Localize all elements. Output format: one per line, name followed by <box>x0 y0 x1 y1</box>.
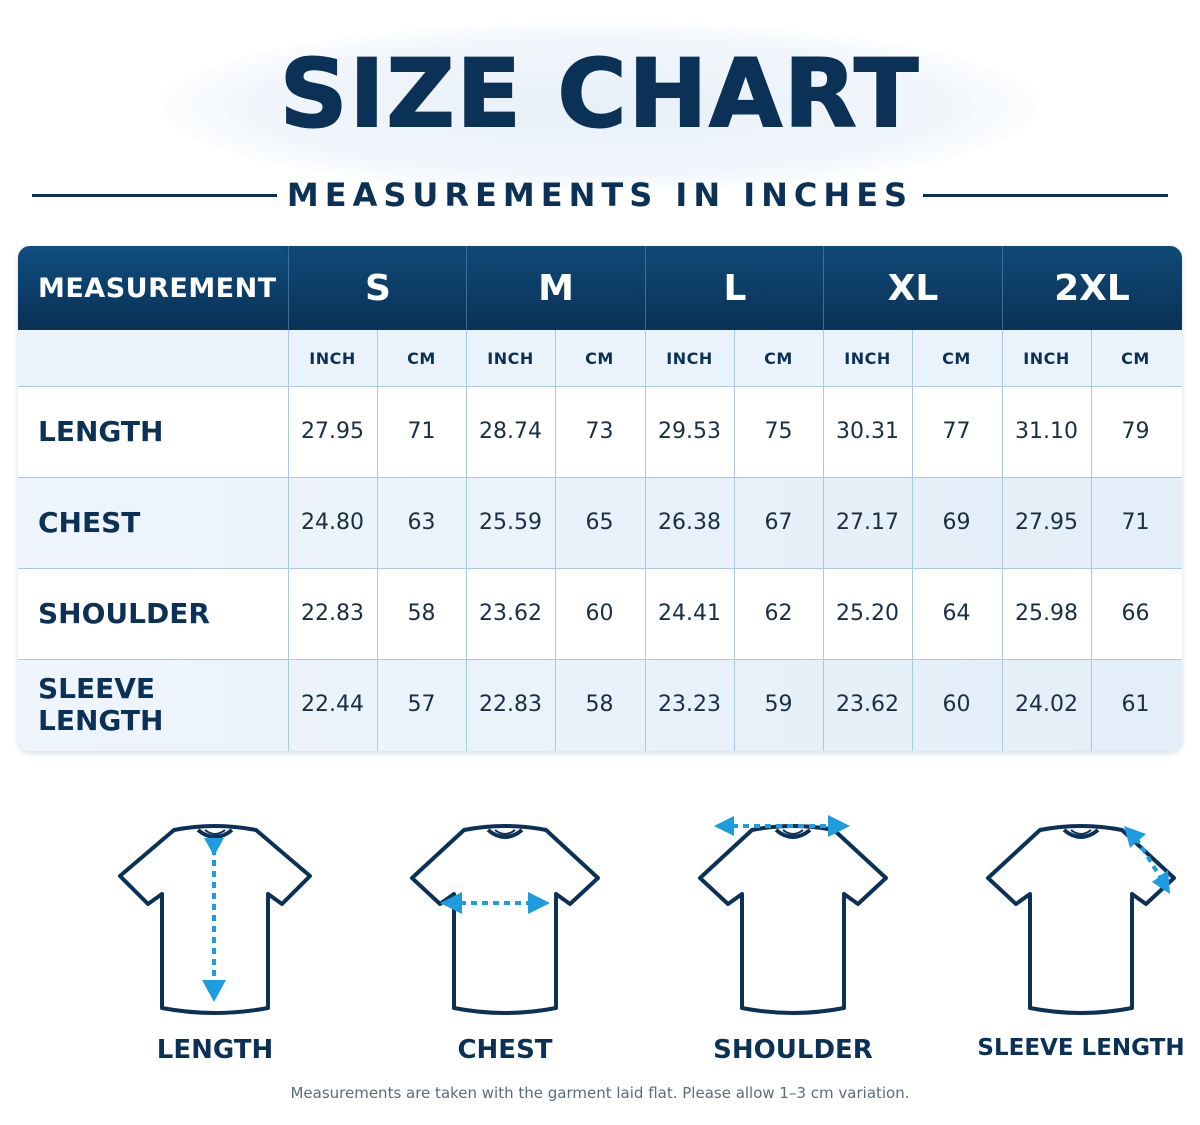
row-label: SLEEVE LENGTH <box>38 671 164 737</box>
unit-header-cm: CM <box>1121 348 1150 368</box>
grid-line <box>823 330 824 751</box>
grid-line <box>1002 330 1003 751</box>
table-cell: 28.74 <box>479 419 542 444</box>
grid-line <box>18 477 1182 478</box>
table-cell: 71 <box>1121 510 1150 535</box>
page-title: SIZE CHART <box>279 40 921 149</box>
row-label: CHEST <box>38 505 141 539</box>
table-cell: 23.23 <box>658 692 721 717</box>
footnote: Measurements are taken with the garment … <box>290 1084 910 1102</box>
subtitle-right-rule <box>923 193 1168 197</box>
table-cell: 25.20 <box>836 601 899 626</box>
table-cell: 24.80 <box>301 510 364 535</box>
table-row: SLEEVE LENGTH 22.44 57 22.83 58 23.23 59… <box>18 659 1182 751</box>
table-row: SHOULDER 22.83 58 23.62 60 24.41 62 25.2… <box>18 568 1182 659</box>
tshirt-sleeve-icon <box>956 808 1200 1018</box>
unit-header-cm: CM <box>407 348 436 368</box>
table-cell: 22.44 <box>301 692 364 717</box>
table-row: LENGTH 27.95 71 28.74 73 29.53 75 30.31 … <box>18 386 1182 477</box>
table-cell: 24.02 <box>1015 692 1078 717</box>
table-cell: 62 <box>764 601 793 626</box>
grid-line <box>288 330 289 751</box>
size-header-m: M <box>466 246 645 330</box>
grid-line <box>555 330 556 751</box>
table-cell: 27.95 <box>301 419 364 444</box>
table-row: CHEST 24.80 63 25.59 65 26.38 67 27.17 6… <box>18 477 1182 568</box>
table-cell: 60 <box>942 692 971 717</box>
size-header-l: L <box>645 246 824 330</box>
row-label: LENGTH <box>38 414 164 448</box>
table-cell: 30.31 <box>836 419 899 444</box>
table-cell: 22.83 <box>479 692 542 717</box>
unit-header-cm: CM <box>585 348 614 368</box>
subtitle-row: MEASUREMENTS IN INCHES <box>32 173 1168 217</box>
table-cell: 58 <box>407 601 436 626</box>
diagram-label-sleeve-length: SLEEVE LENGTH <box>977 1035 1185 1061</box>
grid-line <box>912 330 913 751</box>
subtitle-left-rule <box>32 193 277 197</box>
table-cell: 31.10 <box>1015 419 1078 444</box>
unit-header-inch: INCH <box>487 348 534 368</box>
measurement-header: MEASUREMENT <box>18 246 288 330</box>
unit-header-cm: CM <box>942 348 971 368</box>
table-cell: 24.41 <box>658 601 721 626</box>
unit-header-inch: INCH <box>844 348 891 368</box>
grid-line <box>377 330 378 751</box>
table-cell: 27.17 <box>836 510 899 535</box>
table-cell: 63 <box>407 510 436 535</box>
table-cell: 69 <box>942 510 971 535</box>
diagram-label-shoulder: SHOULDER <box>713 1035 873 1065</box>
unit-header-row <box>18 330 1182 386</box>
diagram-label-length: LENGTH <box>156 1035 274 1065</box>
table-cell: 23.62 <box>836 692 899 717</box>
table-cell: 61 <box>1121 692 1150 717</box>
table-cell: 59 <box>764 692 793 717</box>
table-cell: 79 <box>1121 419 1150 444</box>
grid-line <box>18 386 1182 387</box>
table-cell: 57 <box>407 692 436 717</box>
table-cell: 26.38 <box>658 510 721 535</box>
table-cell: 73 <box>585 419 614 444</box>
table-cell: 22.83 <box>301 601 364 626</box>
unit-header-inch: INCH <box>309 348 356 368</box>
table-cell: 75 <box>764 419 793 444</box>
size-header-s: S <box>288 246 467 330</box>
grid-line <box>466 330 467 751</box>
grid-line <box>734 330 735 751</box>
grid-line <box>18 659 1182 660</box>
table-cell: 29.53 <box>658 419 721 444</box>
title-glow <box>160 22 1040 192</box>
table-cell: 60 <box>585 601 614 626</box>
tshirt-chest-icon <box>380 808 630 1018</box>
size-header-2xl: 2XL <box>1002 246 1181 330</box>
page-subtitle: MEASUREMENTS IN INCHES <box>286 176 914 214</box>
grid-line <box>645 330 646 751</box>
grid-line <box>1091 330 1092 751</box>
unit-header-cm: CM <box>764 348 793 368</box>
size-table: MEASUREMENT S M L XL 2XL INCH CM INCH CM… <box>18 246 1182 751</box>
table-cell: 25.98 <box>1015 601 1078 626</box>
measurement-header-label: MEASUREMENT <box>38 272 277 304</box>
unit-header-inch: INCH <box>1023 348 1070 368</box>
row-label: SHOULDER <box>38 596 210 630</box>
table-cell: 64 <box>942 601 971 626</box>
table-cell: 77 <box>942 419 971 444</box>
unit-header-inch: INCH <box>666 348 713 368</box>
table-cell: 25.59 <box>479 510 542 535</box>
table-cell: 27.95 <box>1015 510 1078 535</box>
table-cell: 23.62 <box>479 601 542 626</box>
table-cell: 66 <box>1121 601 1150 626</box>
grid-line <box>18 568 1182 569</box>
table-cell: 67 <box>764 510 793 535</box>
size-header-xl: XL <box>823 246 1002 330</box>
table-cell: 65 <box>585 510 614 535</box>
table-cell: 58 <box>585 692 614 717</box>
tshirt-length-icon <box>90 808 340 1018</box>
diagram-label-chest: CHEST <box>457 1035 553 1065</box>
tshirt-shoulder-icon <box>668 808 918 1018</box>
table-cell: 71 <box>407 419 436 444</box>
